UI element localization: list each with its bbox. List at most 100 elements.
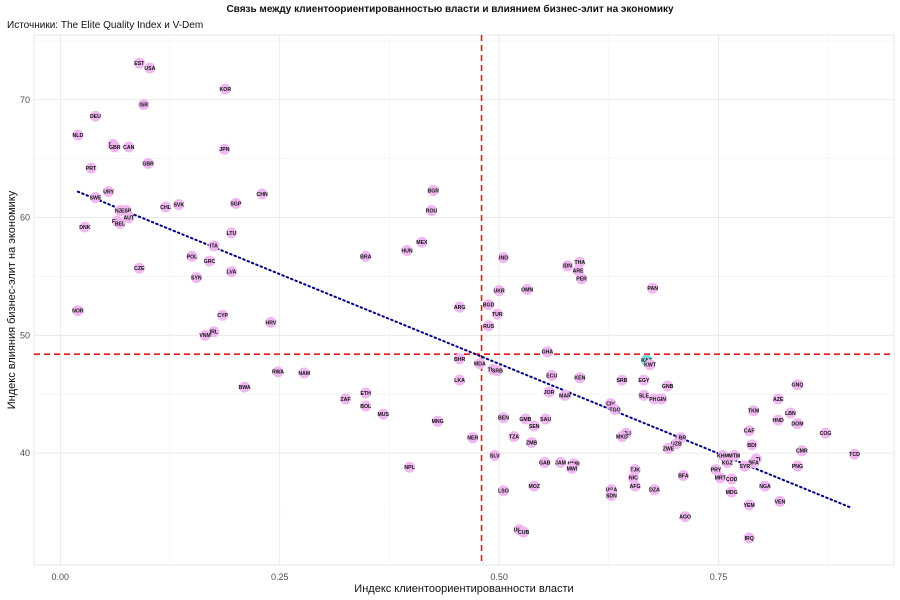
data-point-label: NAM: [298, 371, 310, 377]
data-point-marker: [133, 262, 145, 274]
data-point-label: SRB: [616, 378, 627, 384]
data-point-marker: [574, 372, 586, 384]
data-point-marker: [401, 245, 413, 257]
data-point-label: BGD: [483, 303, 495, 309]
data-point-marker: [218, 143, 230, 155]
data-point-label: HRV: [266, 320, 277, 326]
data-point: MOZ: [528, 480, 541, 492]
data-point: PRY: [710, 464, 722, 476]
data-point-marker: [340, 393, 352, 405]
data-point-marker: [739, 460, 751, 472]
data-point-marker: [528, 480, 540, 492]
x-tick-label: 0.50: [490, 572, 508, 582]
data-point: ZAF: [340, 393, 352, 405]
data-point-marker: [217, 309, 229, 321]
data-point-marker: [89, 192, 101, 204]
data-point-label: SGP: [230, 201, 241, 207]
data-point-label: BOL: [360, 404, 372, 410]
data-point-marker: [728, 449, 740, 461]
data-point-label: ESP: [121, 208, 132, 214]
data-point: GBR: [109, 141, 121, 153]
data-point-label: ZAF: [340, 397, 350, 403]
data-point-label: BDI: [747, 443, 756, 449]
data-point-label: USA: [144, 66, 155, 72]
data-point: MUS: [377, 408, 390, 420]
data-point: LVA: [225, 266, 237, 278]
data-point-marker: [638, 374, 650, 386]
data-point-label: ECU: [546, 373, 557, 379]
data-point-label: JOR: [544, 390, 555, 396]
data-point: NPL: [404, 461, 416, 473]
data-point-marker: [416, 236, 428, 248]
data-point: IDN: [562, 260, 574, 272]
data-point: GIN: [655, 393, 667, 405]
data-point: GRC: [204, 255, 216, 267]
data-point-label: COD: [726, 477, 738, 483]
data-point: AZE: [772, 393, 784, 405]
data-point-marker: [432, 415, 444, 427]
data-point: JAM: [555, 457, 567, 469]
data-point-label: VNM: [199, 333, 211, 339]
data-point: BWA: [239, 381, 251, 393]
data-point-marker: [726, 486, 738, 498]
data-point-label: SYN: [191, 276, 202, 282]
data-point-marker: [85, 162, 97, 174]
data-point: PER: [576, 273, 587, 285]
data-point-label: CHN: [257, 192, 268, 198]
data-point-marker: [616, 431, 628, 443]
data-point: CAN: [123, 141, 135, 153]
data-point: TZA: [508, 431, 520, 443]
data-point-marker: [748, 457, 760, 469]
data-point-label: CYP: [217, 313, 228, 319]
data-point-marker: [539, 457, 551, 469]
data-point: HRV: [265, 316, 277, 328]
data-point: BHR: [454, 353, 465, 365]
data-point: BGR: [428, 184, 439, 196]
data-point-marker: [72, 305, 84, 317]
data-point-marker: [784, 407, 796, 419]
data-point: DZA: [648, 484, 660, 496]
data-point-marker: [360, 400, 372, 412]
data-point-label: NOR: [72, 309, 84, 315]
data-point: LSO: [497, 485, 509, 497]
data-point-label: MNG: [432, 419, 444, 425]
data-point: BEL: [114, 217, 126, 229]
data-point: MWI: [566, 462, 578, 474]
data-point-label: MAR: [559, 393, 571, 399]
data-point: JPN: [218, 143, 230, 155]
data-point: EGY: [638, 374, 650, 386]
data-point: URY: [103, 186, 115, 198]
data-point-label: SDN: [606, 493, 617, 499]
data-point: PNG: [792, 460, 803, 472]
data-point: MRT: [715, 472, 727, 484]
data-point: SYN: [190, 272, 202, 284]
data-point-marker: [562, 260, 574, 272]
data-point-label: LBR: [675, 436, 686, 442]
data-point: SVK: [173, 199, 184, 211]
data-point-marker: [791, 379, 803, 391]
data-point: RWA: [272, 366, 284, 378]
data-point: TCD: [849, 448, 861, 460]
data-point-label: NZL: [115, 208, 126, 214]
data-point-marker: [546, 369, 558, 381]
data-point-label: BEL: [115, 221, 126, 227]
data-point-label: DNK: [79, 225, 90, 231]
data-point: NAM: [298, 367, 310, 379]
data-point-label: UKR: [493, 288, 504, 294]
data-point-label: EST: [134, 61, 145, 67]
data-point-label: PRY: [711, 468, 722, 474]
y-tick-label: 50: [20, 330, 30, 340]
data-point: BGD: [483, 299, 495, 311]
data-point: NGA: [759, 480, 771, 492]
data-point-label: DEU: [90, 114, 101, 120]
data-point-label: BFA: [748, 460, 759, 466]
data-point: CYP: [217, 309, 229, 321]
data-point-marker: [79, 221, 91, 233]
data-point-label: DOM: [791, 422, 803, 428]
data-point-label: KHM: [717, 453, 729, 459]
data-point-marker: [849, 448, 861, 460]
data-point-marker: [123, 141, 135, 153]
data-point-marker: [72, 129, 84, 141]
data-point-marker: [204, 255, 216, 267]
data-point: SWE: [89, 192, 102, 204]
